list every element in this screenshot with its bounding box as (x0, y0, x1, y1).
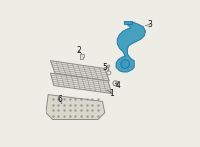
Polygon shape (50, 73, 112, 93)
Text: 5: 5 (102, 63, 107, 72)
Text: 1: 1 (109, 89, 114, 98)
Text: 3: 3 (148, 20, 152, 29)
Polygon shape (108, 65, 110, 71)
Text: 6: 6 (57, 95, 62, 104)
Polygon shape (46, 95, 105, 120)
FancyBboxPatch shape (124, 21, 132, 24)
Circle shape (121, 60, 129, 68)
Polygon shape (80, 54, 84, 59)
Polygon shape (50, 61, 109, 81)
Text: 4: 4 (116, 81, 121, 90)
Polygon shape (116, 22, 146, 72)
Text: 2: 2 (76, 46, 81, 55)
